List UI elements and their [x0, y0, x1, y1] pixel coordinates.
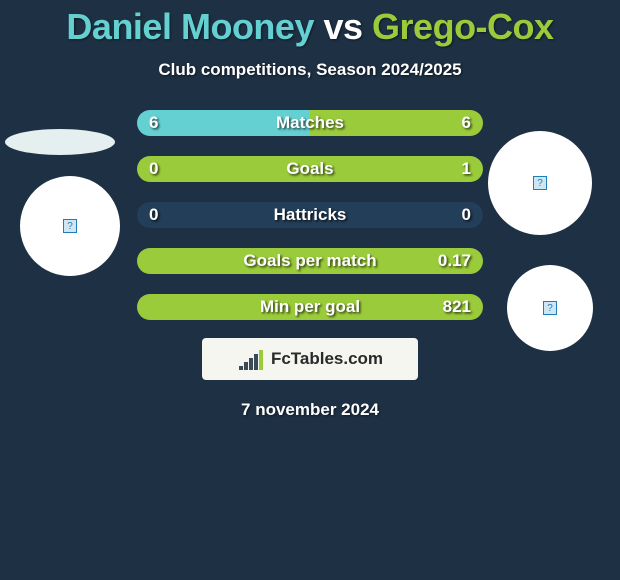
bar-left-value: 0: [149, 205, 158, 225]
title-player1: Daniel Mooney: [66, 6, 314, 47]
bar-right-value: 6: [462, 113, 471, 133]
bar-right-value: 1: [462, 159, 471, 179]
bar-label: Goals: [286, 159, 333, 179]
bar-left-value: 6: [149, 113, 158, 133]
brand-badge: FcTables.com: [202, 338, 418, 380]
bar-label: Hattricks: [274, 205, 347, 225]
bar-right-value: 0: [462, 205, 471, 225]
bar-label: Matches: [276, 113, 344, 133]
bar-row: 0 0 Hattricks: [137, 202, 483, 228]
bar-row: 0.17 Goals per match: [137, 248, 483, 274]
bar-label: Min per goal: [260, 297, 360, 317]
avatar-player2: ?: [488, 131, 592, 235]
avatar-player2-club: ?: [507, 265, 593, 351]
brand-text: FcTables.com: [271, 349, 383, 369]
placeholder-icon: ?: [63, 219, 77, 233]
avatar-player1-club: ?: [20, 176, 120, 276]
bar-row: 821 Min per goal: [137, 294, 483, 320]
subtitle: Club competitions, Season 2024/2025: [0, 60, 620, 80]
avatar-player1-ellipse: [5, 129, 115, 155]
title-vs: vs: [323, 6, 362, 47]
bar-right-value: 0.17: [438, 251, 471, 271]
bar-row: 6 6 Matches: [137, 110, 483, 136]
bar-row: 0 1 Goals: [137, 156, 483, 182]
bar-right-value: 821: [443, 297, 471, 317]
page-title: Daniel Mooney vs Grego-Cox: [0, 6, 620, 48]
bar-left-value: 0: [149, 159, 158, 179]
date-text: 7 november 2024: [0, 400, 620, 420]
placeholder-icon: ?: [533, 176, 547, 190]
bar-label: Goals per match: [243, 251, 376, 271]
brand-bars-icon: [237, 348, 265, 370]
title-player2: Grego-Cox: [372, 6, 554, 47]
placeholder-icon: ?: [543, 301, 557, 315]
